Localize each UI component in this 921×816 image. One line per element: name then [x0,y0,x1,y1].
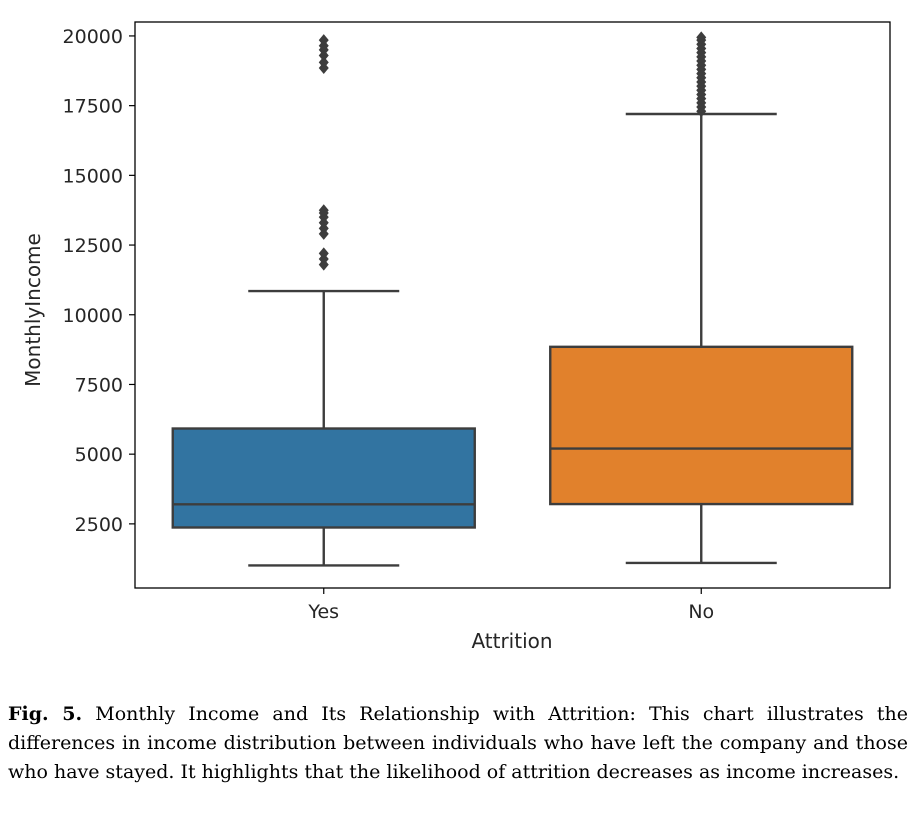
outlier-point [318,204,329,217]
figure-caption-text: Monthly Income and Its Relationship with… [8,703,908,783]
figure-caption: Fig. 5. Monthly Income and Its Relations… [8,700,908,787]
outlier-point [318,247,329,260]
y-tick-label: 17500 [63,96,123,118]
box-yes [171,34,476,567]
y-axis-ticks: 2500 5000 7500 10000 12500 15000 17500 20000 [63,26,135,536]
box-no [549,31,854,565]
iqr-box [549,345,854,506]
y-tick-label: 20000 [63,26,123,48]
y-axis-label: MonthlyIncome [21,233,45,387]
y-tick-label: 2500 [75,514,123,536]
outlier-point [696,31,707,44]
x-tick-label: Yes [307,601,339,623]
y-tick-label: 7500 [75,374,123,396]
figure-caption-label: Fig. 5. [8,703,83,725]
boxes-group [171,31,854,567]
iqr-box [171,427,476,529]
y-tick-label: 10000 [63,305,123,327]
y-tick-label: 12500 [63,235,123,257]
box-plot-chart: 2500 5000 7500 10000 12500 15000 17500 20000 Ye… [21,21,891,653]
plot-frame [134,21,891,589]
x-tick-label: No [688,601,714,623]
y-tick-label: 5000 [75,444,123,466]
x-axis-label: Attrition [471,629,552,653]
outlier-point [318,56,329,69]
outlier-point [318,34,329,47]
y-tick-label: 15000 [63,165,123,187]
x-axis-ticks: Yes No [307,588,714,623]
